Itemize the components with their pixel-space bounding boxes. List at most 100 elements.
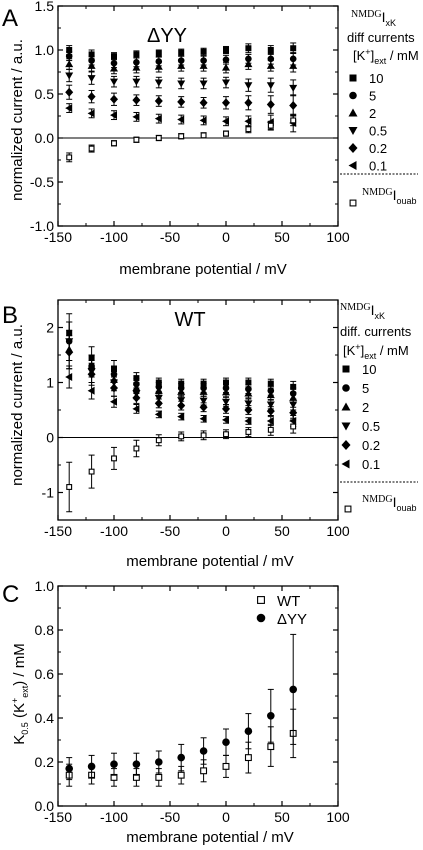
data-point <box>290 423 297 430</box>
panel-b-ylabel: normalized current / a.u. <box>9 324 26 486</box>
legend-b-unit-suffix: / mM <box>376 343 409 358</box>
legend-a-footer-main: I <box>393 187 397 203</box>
data-point <box>110 111 117 120</box>
series-2 <box>65 329 298 404</box>
legend-a-unit-bracket: ] <box>371 48 375 63</box>
data-point <box>245 379 252 386</box>
data-point <box>154 114 162 123</box>
panel-b: B WT -1 0 1 2 -150 -100 -50 0 50 100 normalized c… <box>2 299 418 570</box>
y-tick-label: 0.6 <box>35 666 55 682</box>
data-point <box>200 432 207 439</box>
data-point <box>244 400 253 408</box>
data-point <box>245 429 252 435</box>
data-point <box>87 386 95 395</box>
data-point <box>65 72 74 80</box>
data-point <box>132 112 140 121</box>
panel-a: A ΔYY -1.0-0.50.00.51.01.5-150 -100 -50 0 50… <box>2 0 419 278</box>
legend-label: ΔYY <box>277 611 307 628</box>
data-point <box>177 753 185 762</box>
data-point <box>132 404 140 413</box>
data-point <box>244 82 253 90</box>
data-point <box>222 738 230 746</box>
legend-a-header-label: NMDGIxK <box>351 9 396 28</box>
x-tick-label: 0 <box>222 809 230 825</box>
data-point <box>289 685 298 694</box>
panel-c-ylabel-sub: 0.5 <box>20 722 30 735</box>
data-point <box>178 49 185 56</box>
legend-marker <box>257 596 265 604</box>
data-point <box>66 154 73 161</box>
data-point <box>65 52 73 60</box>
y-tick-label: 1.0 <box>35 578 55 594</box>
series-0-2 <box>65 335 298 419</box>
data-point <box>223 47 229 53</box>
x-tick-label: -50 <box>160 523 180 539</box>
data-point <box>267 712 275 720</box>
legend-label: WT <box>277 593 300 610</box>
data-point <box>199 747 208 755</box>
legend-b-header-sub: xK <box>374 311 385 321</box>
panel-c-label: C <box>2 581 19 608</box>
data-point <box>222 98 230 108</box>
data-point <box>244 98 253 108</box>
data-point <box>133 375 140 382</box>
data-point <box>178 133 185 140</box>
data-point <box>155 50 162 57</box>
legend-b-unit-prefix: [K <box>343 343 356 358</box>
legend-footer-marker <box>349 199 357 207</box>
plot-area-c: 0.0 0.2 0.4 0.6 0.8 1.0 -150 -100 -50 0 50 100 <box>35 578 350 825</box>
panel-c-ylabel: K0.5 (K+ext) / mM <box>10 643 30 744</box>
data-point <box>87 369 96 379</box>
panel-c-ylabel-open: (K <box>11 703 28 722</box>
data-point <box>199 414 207 423</box>
panel-b-title: WT <box>174 309 205 331</box>
legend-marker <box>349 74 357 82</box>
x-tick-label: 100 <box>326 229 350 245</box>
data-point <box>177 397 186 405</box>
data-point <box>155 135 162 141</box>
data-point <box>177 115 185 124</box>
data-point <box>267 47 274 53</box>
series-ouab <box>66 114 297 163</box>
data-point <box>289 55 297 63</box>
legend-label: 0.5 <box>362 419 380 434</box>
data-point <box>199 116 207 125</box>
data-point <box>266 391 275 399</box>
legend-label: 5 <box>362 381 369 396</box>
data-point <box>200 48 207 55</box>
data-point <box>222 79 230 87</box>
data-point <box>88 51 95 58</box>
plot-area-a: -1.0 -0.5 0.0 0.5 1.0 1.5 -150 -100 -50 0 50 100 <box>30 0 350 245</box>
data-point <box>267 122 274 129</box>
data-point <box>266 100 275 110</box>
legend-a-items: 10 5 2 0.5 0.2 0.1 <box>348 71 387 174</box>
panel-a-ylabel: normalized current / a.u. <box>9 39 26 201</box>
data-point <box>65 87 74 97</box>
x-tick-label: 0 <box>222 523 230 539</box>
data-point <box>155 437 162 444</box>
y-tick-label: 0.0 <box>35 798 55 814</box>
data-point <box>199 98 208 108</box>
legend-a-header-main: I <box>382 9 386 25</box>
legend-a: NMDGIxK diff currents [K+]ext / mM 10520… <box>340 9 419 207</box>
y-tick-label: 0.8 <box>35 622 55 638</box>
data-point <box>65 60 74 68</box>
data-point <box>110 94 118 104</box>
legend-a-header-sub: xK <box>385 18 396 28</box>
data-point <box>65 764 73 773</box>
data-point <box>290 117 297 124</box>
data-point <box>66 47 73 53</box>
plot-area-b: -1 0 1 2 -150 -100 -50 0 50 100 <box>42 299 350 539</box>
legend-b-footer-main: I <box>393 494 397 510</box>
y-tick-label: 1.0 <box>35 42 55 58</box>
x-tick-label: 100 <box>326 809 350 825</box>
legend-b-header-super: NMDG <box>340 302 371 313</box>
legend-label: 10 <box>369 71 383 86</box>
data-point <box>244 60 253 68</box>
data-point <box>110 397 117 406</box>
data-point <box>133 445 140 452</box>
data-point <box>177 97 186 107</box>
data-point <box>154 410 162 419</box>
data-point <box>244 389 253 397</box>
data-point <box>266 82 275 90</box>
